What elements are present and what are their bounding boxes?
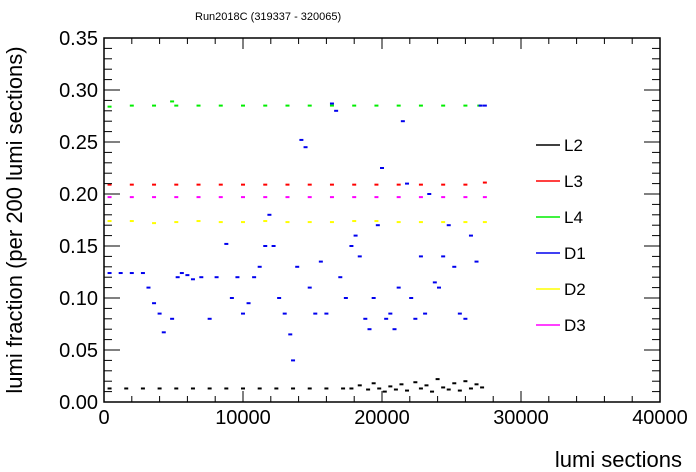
x-tick-label: 10000	[215, 407, 271, 429]
x-axis-title: lumi sections	[555, 447, 682, 472]
chart-title: Run2018C (319337 - 320065)	[195, 11, 341, 23]
series-L2	[107, 378, 485, 393]
y-tick-label: 0.15	[59, 236, 98, 258]
legend-label: D2	[564, 280, 586, 299]
series-L4	[107, 100, 482, 108]
legend-label: D3	[564, 316, 586, 335]
x-tick-label: 40000	[632, 407, 688, 429]
x-tick-label: 0	[98, 407, 109, 429]
series-D1	[107, 102, 487, 362]
legend-label: D1	[564, 244, 586, 263]
y-tick-label: 0.30	[59, 80, 98, 102]
legend: L2 L3 L4 D1 D2 D3	[536, 136, 586, 335]
x-tick-label: 30000	[493, 407, 549, 429]
series-L3	[107, 181, 487, 186]
y-tick-label: 0.10	[59, 288, 98, 310]
legend-label: L2	[564, 136, 583, 155]
x-tick-label: 20000	[354, 407, 410, 429]
legend-label: L4	[564, 208, 583, 227]
y-tick-label: 0.35	[59, 28, 98, 50]
plot-markers	[107, 100, 487, 393]
y-tick-label: 0.20	[59, 184, 98, 206]
y-tick-label: 0.00	[59, 392, 98, 414]
y-tick-label: 0.05	[59, 340, 98, 362]
y-axis: 0.00 0.05 0.10 0.15 0.20 0.25 0.30 0.35	[59, 28, 660, 414]
y-axis-title: lumi fraction (per 200 lumi sections)	[2, 46, 27, 393]
series-D2	[107, 220, 487, 225]
y-tick-label: 0.25	[59, 132, 98, 154]
x-axis: 0 10000 20000 30000 40000	[98, 38, 688, 429]
legend-label: L3	[564, 172, 583, 191]
